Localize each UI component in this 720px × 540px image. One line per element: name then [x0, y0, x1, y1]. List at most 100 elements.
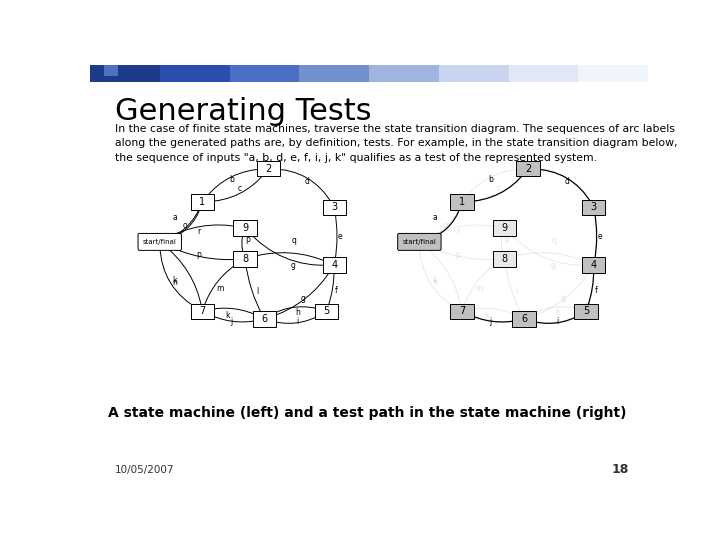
Text: 7: 7	[459, 306, 465, 316]
FancyArrowPatch shape	[528, 267, 593, 319]
FancyArrowPatch shape	[422, 206, 462, 241]
FancyBboxPatch shape	[233, 251, 256, 267]
Bar	[90, 65, 161, 82]
FancyArrowPatch shape	[162, 244, 202, 307]
Text: 6: 6	[261, 314, 267, 324]
Text: k: k	[225, 310, 230, 320]
Text: f: f	[595, 286, 598, 295]
Text: 1: 1	[199, 197, 205, 207]
FancyBboxPatch shape	[191, 303, 214, 319]
Text: 2: 2	[265, 164, 271, 174]
FancyArrowPatch shape	[241, 232, 244, 256]
FancyArrowPatch shape	[531, 169, 592, 204]
FancyBboxPatch shape	[323, 257, 346, 273]
FancyArrowPatch shape	[508, 253, 590, 264]
Text: 10/05/2007: 10/05/2007	[114, 465, 174, 475]
Text: p: p	[196, 251, 201, 260]
Bar	[300, 65, 370, 82]
FancyArrowPatch shape	[206, 308, 262, 318]
FancyArrowPatch shape	[204, 313, 261, 322]
Text: 8: 8	[242, 254, 248, 264]
FancyArrowPatch shape	[463, 260, 503, 308]
FancyArrowPatch shape	[464, 313, 520, 322]
FancyArrowPatch shape	[422, 244, 462, 308]
Text: j: j	[490, 316, 492, 326]
FancyArrowPatch shape	[422, 225, 501, 240]
FancyArrowPatch shape	[162, 243, 241, 261]
Text: q: q	[292, 236, 297, 245]
Text: 4: 4	[331, 260, 337, 270]
Text: 7: 7	[199, 306, 205, 316]
Text: b: b	[489, 174, 493, 184]
FancyArrowPatch shape	[205, 172, 266, 202]
FancyArrowPatch shape	[203, 260, 243, 307]
FancyArrowPatch shape	[328, 268, 334, 308]
FancyArrowPatch shape	[271, 169, 332, 204]
FancyArrowPatch shape	[268, 267, 333, 318]
Text: 5: 5	[583, 306, 589, 316]
Text: q: q	[552, 236, 557, 245]
Text: p: p	[505, 235, 509, 244]
Text: 6: 6	[521, 314, 527, 324]
Text: p: p	[245, 235, 250, 244]
Text: In the case of finite state machines, traverse the state transition diagram. The: In the case of finite state machines, tr…	[114, 124, 678, 163]
FancyArrowPatch shape	[422, 243, 501, 261]
FancyBboxPatch shape	[582, 257, 606, 273]
Text: d: d	[564, 177, 570, 186]
FancyArrowPatch shape	[505, 261, 522, 316]
Text: start/final: start/final	[143, 239, 176, 245]
FancyBboxPatch shape	[191, 194, 214, 210]
Text: 8: 8	[502, 254, 508, 264]
Text: A state machine (left) and a test path in the state machine (right): A state machine (left) and a test path i…	[108, 406, 626, 420]
Text: m: m	[216, 285, 223, 293]
Text: n: n	[432, 278, 437, 287]
FancyBboxPatch shape	[315, 303, 338, 319]
FancyArrowPatch shape	[248, 253, 330, 264]
FancyArrowPatch shape	[268, 307, 324, 317]
Text: o: o	[183, 221, 187, 230]
Text: l: l	[516, 287, 518, 296]
Text: o: o	[442, 221, 447, 230]
Text: a: a	[173, 213, 177, 222]
Text: d: d	[305, 177, 310, 186]
FancyBboxPatch shape	[138, 233, 181, 251]
Text: 5: 5	[323, 306, 330, 316]
Text: g: g	[551, 261, 556, 270]
FancyBboxPatch shape	[451, 194, 474, 210]
Text: 2: 2	[525, 164, 531, 174]
Text: g: g	[301, 294, 305, 302]
FancyArrowPatch shape	[506, 230, 590, 267]
FancyArrowPatch shape	[158, 246, 200, 310]
FancyBboxPatch shape	[397, 233, 441, 251]
Text: m: m	[476, 285, 483, 293]
Text: r: r	[456, 227, 460, 235]
Text: 9: 9	[502, 223, 508, 233]
Text: 4: 4	[590, 260, 597, 270]
Text: b: b	[229, 174, 234, 184]
Bar	[438, 65, 509, 82]
FancyArrowPatch shape	[247, 230, 330, 267]
Text: k: k	[485, 310, 489, 320]
Text: a: a	[432, 213, 437, 222]
Text: p: p	[456, 251, 461, 260]
FancyBboxPatch shape	[493, 220, 516, 236]
FancyArrowPatch shape	[267, 313, 323, 323]
Bar	[104, 65, 118, 76]
Text: h: h	[295, 308, 300, 317]
Text: r: r	[197, 227, 200, 235]
FancyArrowPatch shape	[594, 210, 597, 261]
Bar	[230, 65, 300, 82]
Text: g: g	[291, 261, 296, 270]
Bar	[369, 65, 439, 82]
FancyArrowPatch shape	[465, 172, 526, 202]
Bar	[160, 65, 230, 82]
Text: i: i	[557, 316, 559, 326]
Text: l: l	[256, 287, 258, 296]
Text: Generating Tests: Generating Tests	[114, 97, 372, 126]
Text: 18: 18	[611, 463, 629, 476]
FancyArrowPatch shape	[423, 205, 461, 241]
FancyArrowPatch shape	[526, 313, 582, 323]
FancyBboxPatch shape	[516, 161, 539, 177]
Text: 1: 1	[459, 197, 465, 207]
FancyArrowPatch shape	[162, 225, 241, 240]
